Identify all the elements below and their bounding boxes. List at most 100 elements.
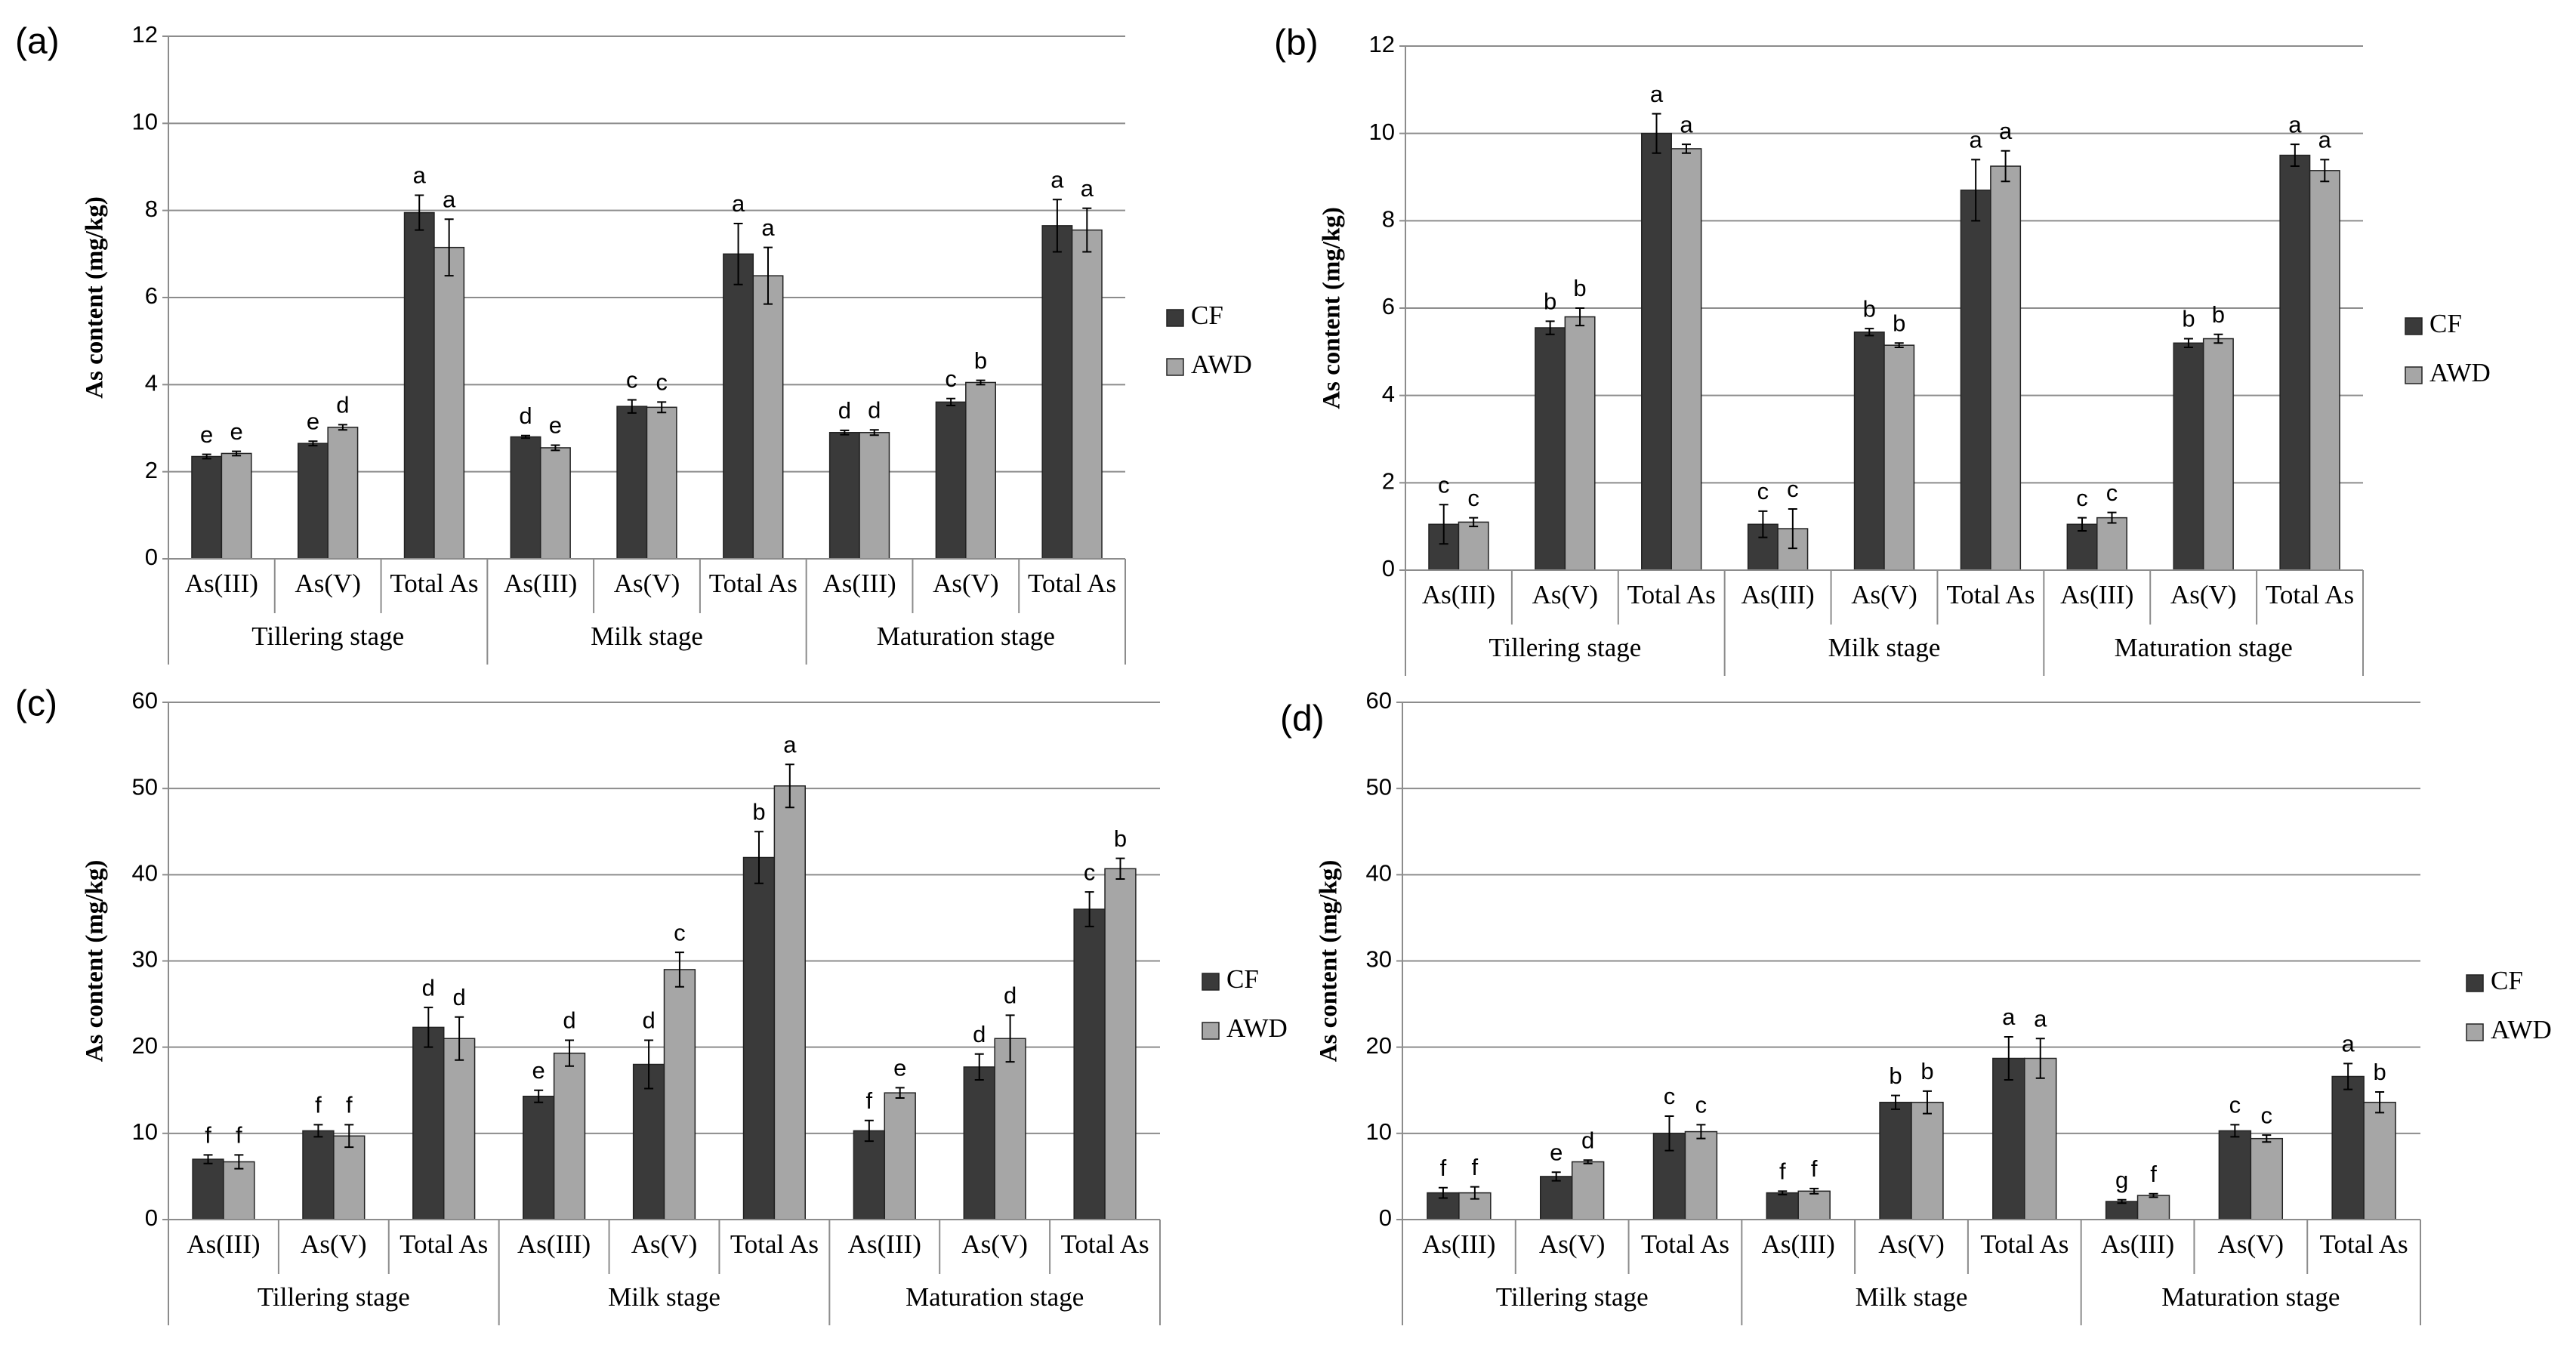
significance-letter: d bbox=[422, 974, 435, 1001]
error-bar bbox=[444, 218, 454, 277]
bar bbox=[191, 455, 223, 560]
category-label: As(V) bbox=[1532, 580, 1598, 609]
significance-letter: a bbox=[2342, 1031, 2355, 1057]
category-label: Total As bbox=[730, 1229, 819, 1259]
error-bar bbox=[1439, 504, 1448, 545]
significance-letter: a bbox=[732, 190, 745, 217]
error-bar bbox=[2001, 150, 2010, 183]
error-bar bbox=[2375, 1091, 2385, 1114]
bar bbox=[1797, 1190, 1831, 1220]
error-bar bbox=[1115, 857, 1125, 881]
bar bbox=[663, 969, 696, 1220]
y-axis-title: As content (mg/kg) bbox=[1316, 860, 1343, 1063]
bar bbox=[2279, 154, 2311, 571]
error-bar bbox=[974, 1053, 984, 1081]
group-label: Tillering stage bbox=[1489, 633, 1641, 662]
significance-letter: c bbox=[1664, 1083, 1676, 1109]
y-tick-label: 12 bbox=[1369, 31, 1395, 57]
error-bar bbox=[895, 1087, 905, 1100]
bar bbox=[994, 1038, 1026, 1220]
y-tick-label: 8 bbox=[145, 196, 158, 222]
error-bar bbox=[521, 434, 531, 440]
bar bbox=[1853, 332, 1885, 571]
significance-letter: c bbox=[626, 367, 638, 393]
bar bbox=[1641, 132, 1672, 571]
bar bbox=[1458, 521, 1489, 571]
y-tick-label: 10 bbox=[132, 1118, 158, 1145]
significance-letter: b bbox=[2373, 1059, 2386, 1085]
category-label: As(III) bbox=[2060, 580, 2133, 609]
bar bbox=[935, 401, 967, 560]
error-bar bbox=[840, 429, 850, 436]
significance-letter: c bbox=[945, 365, 957, 392]
bar bbox=[632, 1063, 665, 1220]
error-bar bbox=[2230, 1124, 2240, 1138]
significance-letter: d bbox=[868, 396, 881, 423]
significance-letter: d bbox=[1004, 982, 1017, 1009]
y-tick-label: 12 bbox=[132, 21, 158, 48]
error-bar bbox=[2214, 333, 2223, 344]
panel-label: (c) bbox=[15, 684, 57, 724]
error-bar bbox=[1788, 508, 1797, 550]
category-label: As(V) bbox=[1851, 580, 1917, 609]
category-label: As(V) bbox=[295, 569, 360, 598]
category-label: Total As bbox=[400, 1229, 488, 1259]
error-bar bbox=[2262, 1134, 2272, 1143]
bar bbox=[2173, 342, 2204, 571]
category-label: Total As bbox=[1980, 1229, 2069, 1259]
bar bbox=[2363, 1101, 2396, 1220]
significance-letter: e bbox=[549, 412, 562, 439]
significance-letter: b bbox=[1573, 275, 1586, 301]
group-label: Tillering stage bbox=[1496, 1282, 1649, 1312]
chart-panel: (c) As content (mg/kg) 0 10 20 30 40 50 60 As(III… bbox=[15, 684, 1288, 1325]
significance-letter: f bbox=[236, 1122, 242, 1149]
group-label: Maturation stage bbox=[2115, 633, 2293, 662]
bar bbox=[1883, 344, 1915, 571]
significance-letter: c bbox=[2261, 1102, 2273, 1128]
category-label: As(V) bbox=[2218, 1229, 2284, 1259]
category-label: As(III) bbox=[1741, 580, 1815, 609]
bar bbox=[553, 1052, 586, 1220]
error-bar bbox=[415, 194, 424, 231]
legend-label: AWD bbox=[1191, 350, 1252, 379]
error-bar bbox=[1438, 1186, 1448, 1199]
error-bar bbox=[1575, 307, 1585, 327]
error-bar bbox=[869, 429, 879, 436]
bar bbox=[433, 246, 465, 560]
bar bbox=[2105, 1201, 2139, 1220]
category-label: As(III) bbox=[1422, 1229, 1495, 1259]
chart-panel: (d) As content (mg/kg) 0 10 20 30 40 50 60 As(III… bbox=[1280, 687, 2552, 1325]
category-label: Total As bbox=[1028, 569, 1116, 598]
significance-letter: c bbox=[656, 369, 668, 396]
error-bar bbox=[864, 1119, 874, 1143]
category-label: Total As bbox=[2320, 1229, 2408, 1259]
bar bbox=[2250, 1137, 2284, 1220]
y-tick-label: 2 bbox=[1382, 468, 1395, 495]
legend-swatch bbox=[1166, 309, 1184, 327]
bar bbox=[302, 1130, 335, 1220]
significance-letter: b bbox=[1544, 288, 1556, 315]
bar bbox=[965, 381, 997, 560]
category-label: As(V) bbox=[933, 569, 998, 598]
legend-label: CF bbox=[2491, 966, 2523, 995]
bar bbox=[2096, 517, 2127, 571]
legend-label: AWD bbox=[2491, 1015, 2552, 1044]
category-label: Total As bbox=[1641, 1229, 1729, 1259]
error-bar bbox=[1652, 113, 1661, 154]
significance-letter: e bbox=[532, 1057, 545, 1084]
bar bbox=[1073, 908, 1106, 1220]
y-tick-label: 0 bbox=[145, 544, 158, 570]
category-label: As(V) bbox=[961, 1229, 1027, 1259]
error-bar bbox=[763, 246, 773, 305]
significance-letter: c bbox=[2076, 485, 2088, 511]
bar bbox=[616, 406, 648, 560]
bar bbox=[2218, 1130, 2252, 1220]
category-label: As(V) bbox=[1878, 1229, 1944, 1259]
bar bbox=[884, 1092, 916, 1220]
category-label: As(V) bbox=[614, 569, 680, 598]
significance-letter: a bbox=[1970, 127, 1983, 153]
significance-letter: f bbox=[2150, 1161, 2157, 1187]
legend-swatch bbox=[1166, 358, 1184, 376]
